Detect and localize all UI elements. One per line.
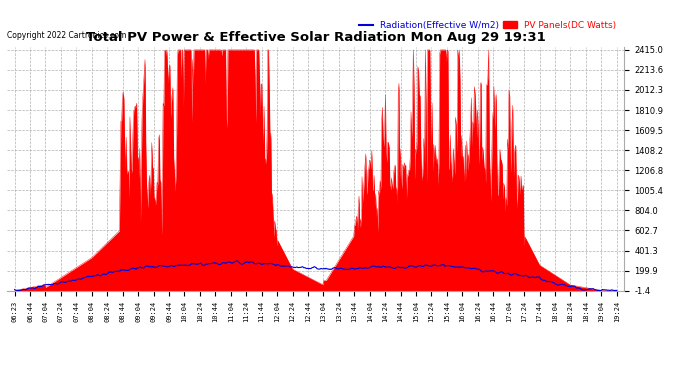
Text: Copyright 2022 Cartronics.com: Copyright 2022 Cartronics.com [7, 31, 126, 40]
Legend: Radiation(Effective W/m2), PV Panels(DC Watts): Radiation(Effective W/m2), PV Panels(DC … [355, 17, 620, 33]
Title: Total PV Power & Effective Solar Radiation Mon Aug 29 19:31: Total PV Power & Effective Solar Radiati… [86, 32, 546, 44]
